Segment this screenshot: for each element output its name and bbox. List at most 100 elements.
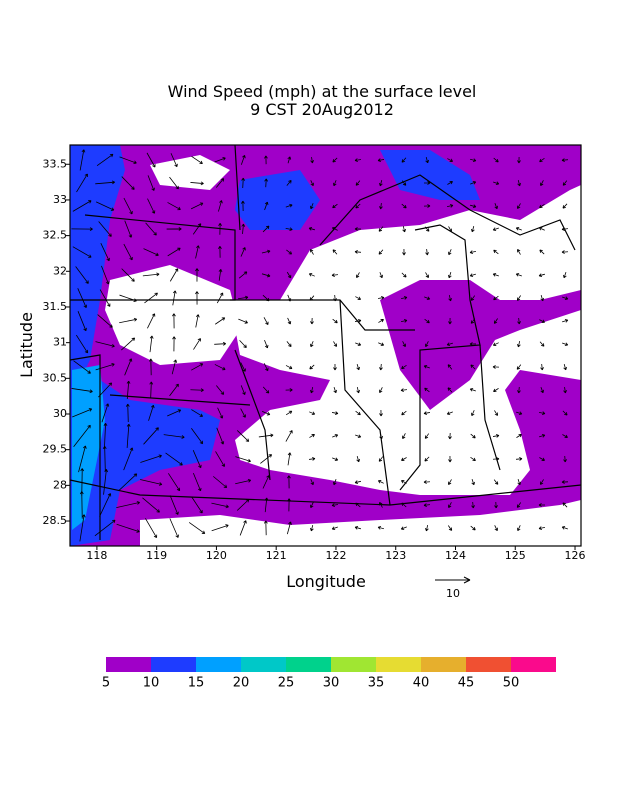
wind-arrow (424, 433, 430, 439)
wind-arrow (516, 502, 522, 508)
wind-arrow (172, 336, 176, 352)
wind-arrow (195, 291, 199, 305)
wind-arrow (98, 221, 112, 237)
wind-arrow (116, 501, 140, 508)
wind-arrow (172, 313, 176, 329)
wind-arrow (166, 227, 182, 231)
wind-arrow (191, 156, 203, 165)
wind-arrow (75, 266, 89, 284)
wind-arrow (126, 380, 131, 399)
wind-arrow (286, 180, 292, 186)
wind-arrow (562, 502, 568, 508)
wind-arrow (211, 524, 229, 532)
wind-arrow (119, 156, 137, 165)
wind-arrow (285, 430, 293, 442)
wind-arrow (355, 410, 361, 416)
wind-arrow (377, 158, 385, 162)
wind-arrow (425, 156, 429, 164)
wind-arrow (287, 156, 292, 164)
wind-arrow (401, 203, 407, 209)
y-tick-label: 28 (53, 478, 67, 491)
wind-arrow (448, 479, 452, 485)
wind-arrow (448, 226, 452, 232)
wind-arrow (310, 479, 314, 486)
wind-arrow (116, 523, 140, 533)
wind-arrow (424, 318, 430, 324)
wind-arrow (515, 457, 523, 461)
wind-arrow (400, 319, 408, 323)
wind-arrow (515, 273, 522, 277)
wind-arrow (492, 434, 500, 438)
wind-arrow (99, 493, 112, 517)
wind-arrow (517, 249, 521, 255)
wind-arrow (216, 427, 225, 445)
wind-arrow (73, 424, 91, 447)
wind-arrow (401, 502, 407, 508)
wind-arrow (310, 156, 314, 164)
title: Wind Speed (mph) at the surface level (168, 82, 477, 101)
x-tick-label: 126 (565, 549, 586, 562)
wind-arrow (517, 340, 521, 348)
wind-arrow (540, 180, 544, 186)
contour-5 (150, 155, 230, 190)
contour-15 (72, 365, 105, 530)
wind-arrow (149, 381, 154, 399)
wind-arrow (402, 248, 406, 256)
wind-arrow (333, 479, 337, 486)
wind-arrow (562, 203, 568, 209)
wind-arrow (96, 153, 114, 167)
wind-arrow (195, 245, 200, 259)
y-tick-label: 33.5 (43, 157, 68, 170)
colorbar-label: 50 (503, 676, 520, 691)
wind-arrow (239, 520, 247, 536)
wind-arrow (356, 456, 360, 463)
wind-arrow (140, 479, 163, 486)
wind-arrow (72, 408, 93, 418)
wind-arrow (379, 202, 383, 210)
contour-10 (70, 380, 220, 546)
wind-arrow (260, 454, 273, 464)
wind-arrow (218, 223, 222, 235)
wind-arrow (211, 502, 229, 509)
wind-arrow (285, 410, 293, 416)
wind-arrow (71, 227, 93, 231)
wind-arrow (538, 503, 546, 507)
colorbar-box (511, 657, 556, 672)
reference-label: 10 (446, 587, 460, 600)
wind-arrow (263, 317, 269, 326)
wind-arrow (377, 296, 385, 300)
wind-arrow (119, 317, 138, 324)
wind-arrow (143, 248, 159, 257)
colorbar-label: 20 (233, 676, 250, 691)
wind-arrow (310, 249, 314, 255)
wind-arrow (447, 364, 453, 370)
wind-arrow (80, 468, 85, 496)
wind-arrow (121, 337, 136, 351)
wind-arrow (286, 521, 292, 535)
wind-arrow (332, 249, 338, 255)
wind-arrow (146, 152, 156, 168)
wind-arrow (309, 434, 315, 438)
wind-arrow (561, 250, 569, 254)
wind-arrow (355, 434, 362, 438)
wind-arrow (425, 524, 429, 532)
wind-arrow (401, 180, 407, 186)
wind-arrow (538, 526, 546, 530)
wind-arrow (310, 524, 314, 532)
reference-arrow-head (463, 576, 471, 584)
wind-arrow (379, 179, 383, 187)
wind-arrow (425, 248, 429, 256)
wind-arrow (332, 434, 339, 438)
wind-arrow (561, 526, 568, 530)
wind-arrow (561, 158, 569, 162)
wind-arrow (143, 427, 159, 445)
colorbar-box (421, 657, 466, 672)
wind-arrow (354, 319, 362, 323)
wind-arrow (216, 292, 224, 304)
wind-arrow (241, 177, 246, 188)
wind-arrow (377, 480, 384, 484)
y-tick-label: 32.5 (43, 229, 68, 242)
wind-arrow (193, 338, 201, 350)
wind-arrow (402, 341, 406, 347)
wind-arrow (169, 268, 179, 282)
